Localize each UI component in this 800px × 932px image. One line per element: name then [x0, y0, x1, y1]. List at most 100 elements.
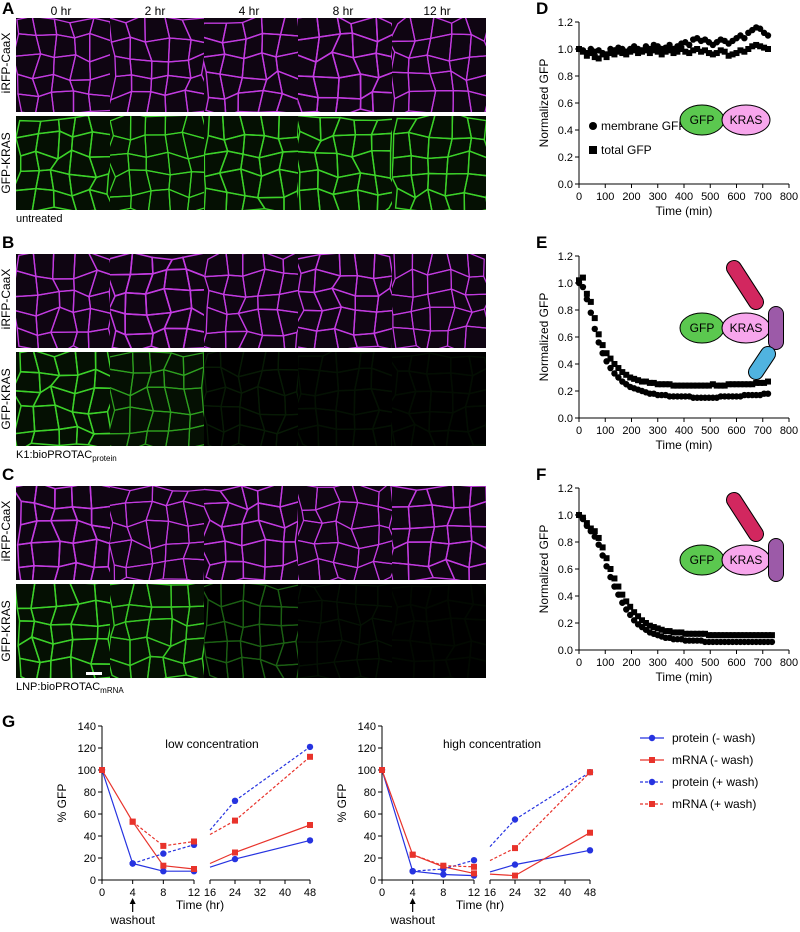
data-point-square	[631, 375, 638, 382]
data-point-square	[635, 50, 642, 57]
data-point-square	[729, 51, 736, 58]
x-tick-label: 24	[509, 887, 521, 899]
data-point-square	[713, 50, 720, 57]
y-tick-label: 0.8	[558, 537, 573, 549]
image-tile-magenta	[298, 18, 392, 112]
series-line	[489, 873, 516, 877]
series-line	[443, 866, 475, 874]
data-point-square	[717, 47, 724, 54]
image-tile-magenta	[16, 254, 110, 348]
series-line	[209, 851, 236, 865]
data-point-circle	[741, 35, 748, 42]
data-point-square	[587, 50, 594, 57]
data-point-square	[646, 50, 653, 57]
data-point-square	[658, 626, 665, 633]
data-point-square	[694, 630, 701, 637]
x-tick-label: 200	[622, 191, 640, 203]
data-point-square	[611, 361, 618, 367]
data-point-circle	[409, 868, 416, 875]
x-tick-label: 4	[130, 887, 136, 899]
x-tick-label: 300	[649, 657, 667, 669]
y-tick-label: 80	[364, 787, 376, 799]
series-line	[234, 839, 311, 860]
legend-marker-circle	[589, 122, 597, 130]
data-point-circle	[611, 370, 618, 377]
washout-label: washout	[389, 913, 435, 927]
x-tick-label: 700	[754, 191, 772, 203]
kras-diagram-label: KRAS	[730, 113, 763, 127]
data-point-square	[749, 43, 756, 50]
x-tick-label: 32	[254, 887, 266, 899]
series-line	[132, 862, 164, 872]
data-point-square	[160, 862, 167, 869]
image-tile-green	[298, 352, 392, 446]
data-point-circle	[666, 41, 673, 49]
data-point-circle	[756, 25, 764, 32]
data-point-square	[650, 47, 657, 54]
data-point-square	[639, 48, 645, 55]
data-point-square	[725, 632, 732, 639]
data-point-circle	[764, 390, 772, 397]
data-point-square	[607, 50, 614, 57]
y-tick-label: 0.4	[558, 591, 573, 603]
x-tick-label: 0	[576, 425, 582, 437]
kras-diagram-label: KRAS	[730, 553, 763, 567]
data-point-square	[761, 632, 768, 639]
data-point-square	[623, 51, 630, 58]
data-point-square	[599, 51, 606, 58]
timepoint-label: 2 hr	[144, 4, 166, 18]
data-point-square	[631, 609, 638, 616]
data-point-square	[702, 47, 708, 54]
data-point-circle	[470, 857, 478, 864]
data-point-square	[631, 47, 638, 54]
data-point-square	[654, 381, 661, 388]
x-tick-label: 300	[649, 425, 667, 437]
x-axis-label: Time (hr)	[176, 898, 224, 912]
gfp-diagram-label: GFP	[690, 113, 715, 127]
data-point-square	[761, 44, 768, 51]
image-tile-green	[16, 352, 110, 446]
data-point-square	[670, 382, 677, 389]
panel-label-c: C	[2, 465, 15, 484]
data-point-square	[741, 48, 748, 55]
image-tile-magenta	[392, 486, 486, 580]
condition-name: LNP:bioPROTAC	[16, 681, 101, 693]
timepoint-label: 0 hr	[50, 4, 72, 18]
data-point-square	[619, 50, 626, 57]
y-tick-label: 0	[370, 875, 376, 887]
data-point-square	[512, 845, 518, 852]
data-point-square	[658, 381, 665, 388]
condition-subscript: mRNA	[100, 686, 124, 696]
y-tick-label: 0.6	[558, 332, 573, 344]
data-point-square	[709, 632, 716, 639]
image-tile-green	[16, 116, 110, 210]
data-point-square	[694, 46, 701, 52]
data-point-square	[745, 632, 752, 639]
data-point-square	[191, 838, 197, 845]
panel-label-b: B	[2, 233, 15, 252]
data-point-circle	[686, 41, 693, 49]
data-point-square	[709, 51, 716, 58]
x-axis-label: Time (min)	[656, 204, 713, 218]
image-tile-green	[16, 584, 110, 678]
legend-marker-square	[649, 801, 655, 807]
data-point-square	[650, 379, 657, 386]
data-point-square	[576, 512, 582, 518]
data-point-square	[678, 382, 685, 389]
series-line	[234, 756, 311, 822]
series-line	[514, 771, 591, 849]
x-tick-label: 200	[622, 425, 640, 437]
x-tick-label: 12	[468, 887, 480, 899]
data-point-square	[646, 379, 653, 386]
x-tick-label: 600	[727, 425, 745, 437]
y-tick-label: 80	[84, 787, 96, 799]
data-point-square	[709, 381, 716, 388]
data-point-square	[662, 381, 669, 388]
image-tile-green	[204, 584, 298, 678]
data-point-square	[670, 50, 677, 57]
data-point-square	[642, 47, 649, 54]
data-point-square	[753, 632, 760, 639]
y-tick-label: 0.0	[558, 645, 573, 657]
data-point-square	[765, 632, 771, 639]
